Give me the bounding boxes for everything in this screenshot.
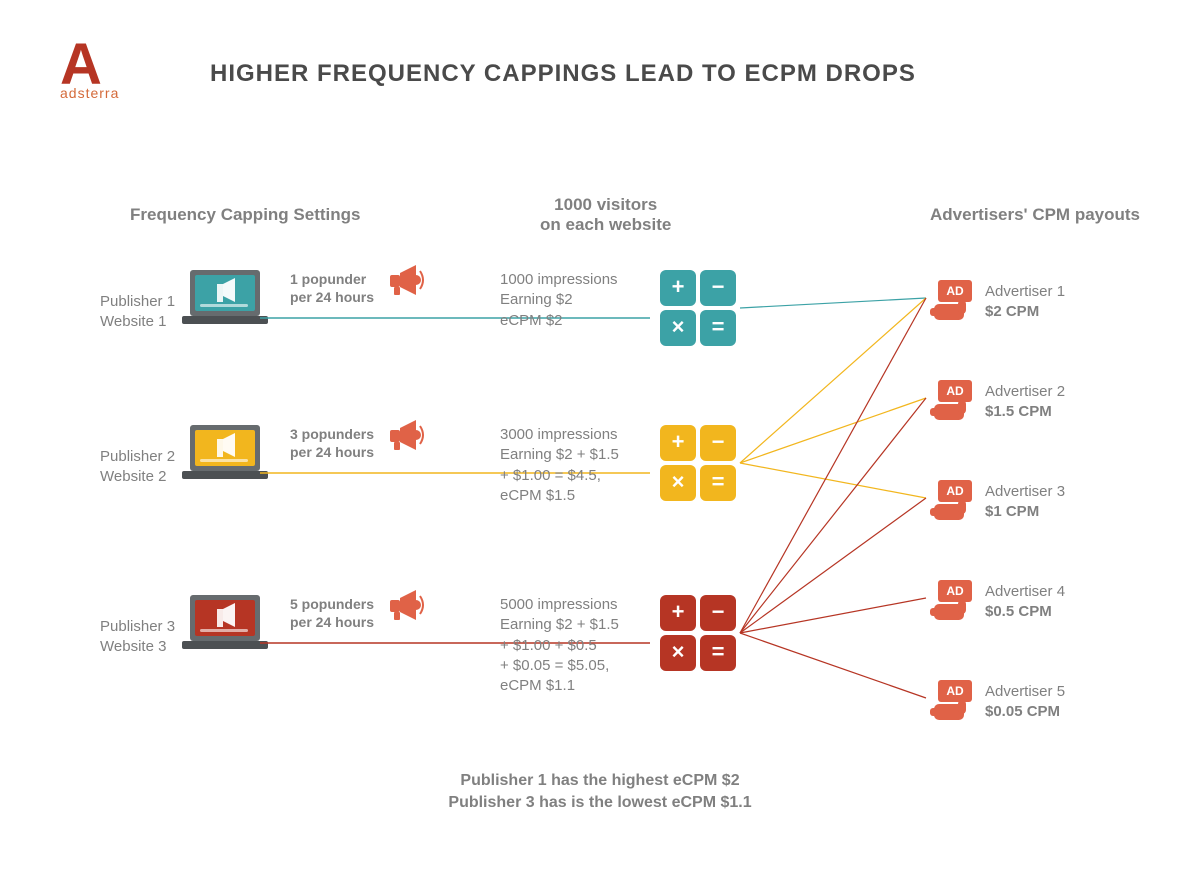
advertiser-label: Advertiser 4$0.5 CPM bbox=[985, 582, 1065, 621]
capping-label: 1 popunderper 24 hours bbox=[290, 270, 374, 306]
svg-text:=: = bbox=[712, 639, 725, 664]
svg-text:=: = bbox=[712, 469, 725, 494]
svg-text:−: − bbox=[712, 429, 725, 454]
publisher-label: Publisher 3Website 3 bbox=[100, 617, 175, 656]
page-title: HIGHER FREQUENCY CAPPINGS LEAD TO ECPM D… bbox=[210, 60, 916, 88]
publisher-label: Publisher 1Website 1 bbox=[100, 292, 175, 331]
svg-text:AD: AD bbox=[946, 284, 964, 298]
svg-text:AD: AD bbox=[946, 584, 964, 598]
svg-text:AD: AD bbox=[946, 484, 964, 498]
svg-text:−: − bbox=[712, 599, 725, 624]
brand-name: adsterra bbox=[60, 85, 119, 101]
earning-label: 3000 impressionsEarning $2 + $1.5+ $1.00… bbox=[500, 425, 619, 506]
header-frequency: Frequency Capping Settings bbox=[130, 205, 360, 225]
earning-label: 1000 impressionsEarning $2eCPM $2 bbox=[500, 270, 618, 331]
advertiser-label: Advertiser 5$0.05 CPM bbox=[985, 682, 1065, 721]
svg-text:AD: AD bbox=[946, 684, 964, 698]
svg-text:×: × bbox=[672, 639, 685, 664]
earning-label: 5000 impressionsEarning $2 + $1.5+ $1.00… bbox=[500, 595, 619, 696]
svg-text:×: × bbox=[672, 469, 685, 494]
publisher-label: Publisher 2Website 2 bbox=[100, 447, 175, 486]
advertiser-label: Advertiser 3$1 CPM bbox=[985, 482, 1065, 521]
header-advertisers: Advertisers' CPM payouts bbox=[930, 205, 1140, 225]
svg-text:+: + bbox=[672, 274, 685, 299]
svg-text:−: − bbox=[712, 274, 725, 299]
advertiser-label: Advertiser 1$2 CPM bbox=[985, 282, 1065, 321]
advertiser-label: Advertiser 2$1.5 CPM bbox=[985, 382, 1065, 421]
svg-text:×: × bbox=[672, 314, 685, 339]
capping-label: 5 popundersper 24 hours bbox=[290, 595, 374, 631]
conclusion-text: Publisher 1 has the highest eCPM $2Publi… bbox=[400, 770, 800, 815]
brand-letter: A bbox=[60, 40, 119, 89]
capping-label: 3 popundersper 24 hours bbox=[290, 425, 374, 461]
svg-text:AD: AD bbox=[946, 384, 964, 398]
brand-logo: A adsterra bbox=[60, 40, 119, 101]
svg-text:+: + bbox=[672, 429, 685, 454]
svg-text:=: = bbox=[712, 314, 725, 339]
svg-text:+: + bbox=[672, 599, 685, 624]
header-visitors: 1000 visitorson each website bbox=[540, 195, 671, 235]
